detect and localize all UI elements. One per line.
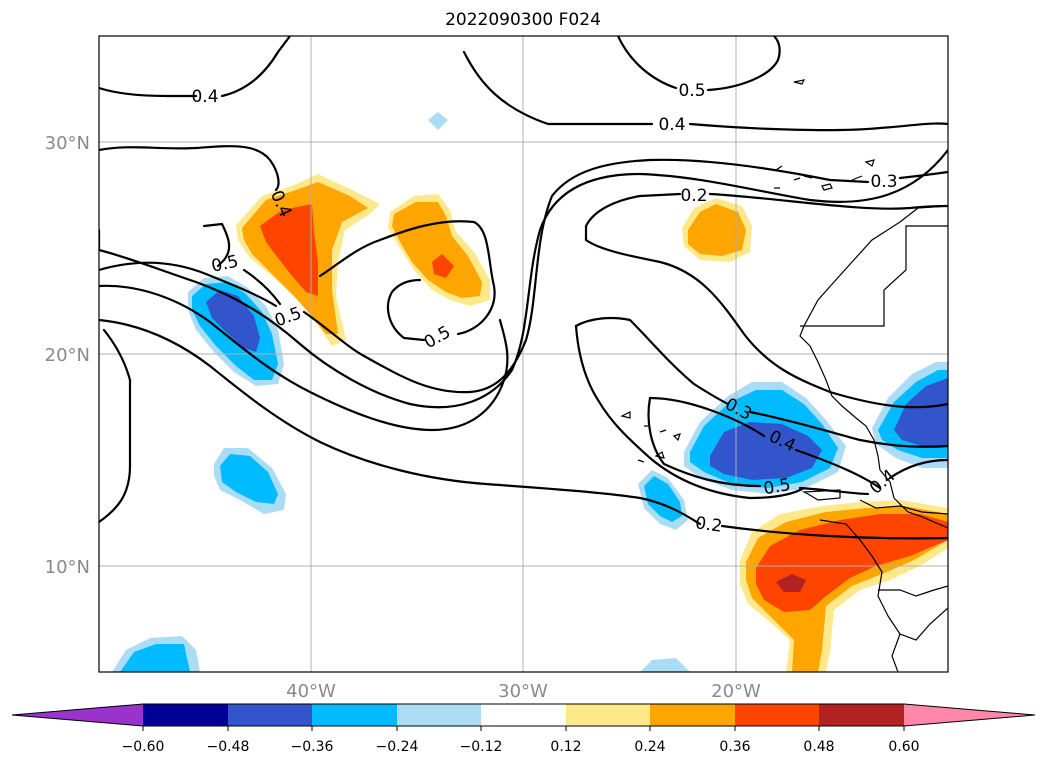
contour-line xyxy=(99,148,948,409)
contour-label: 0.4 xyxy=(191,87,218,107)
colorbar: −0.60 −0.48 −0.36 −0.24 −0.12 0.12 0.24 … xyxy=(11,703,1036,755)
contour-line xyxy=(648,396,766,438)
contour-label: 0.3 xyxy=(870,172,897,192)
colorbar-segment xyxy=(143,704,228,726)
madeira-islands xyxy=(793,79,806,85)
colorbar-segment xyxy=(312,704,397,726)
colorbar-tick-label: −0.12 xyxy=(460,739,503,755)
contour-line xyxy=(574,324,806,500)
longitude-labels: 40°W 30°W 20°W xyxy=(286,681,761,702)
contour-line xyxy=(720,524,948,540)
contour-line xyxy=(584,192,682,242)
positive-anomaly-area xyxy=(432,254,454,278)
contour-label: 0.5 xyxy=(678,81,705,101)
colorbar-tick-label: 0.48 xyxy=(803,739,834,755)
africa-coastline xyxy=(799,205,948,529)
colorbar-tick-label: −0.24 xyxy=(376,739,419,755)
contour-line xyxy=(99,261,278,308)
contour-label: 0.4 xyxy=(658,115,685,135)
contour-label: 0.2 xyxy=(680,186,707,206)
contour-line xyxy=(584,238,948,409)
negative-anomaly-area xyxy=(206,290,260,352)
negative-anomaly-area xyxy=(894,378,948,446)
negative-anomaly-area xyxy=(120,644,190,672)
contour-line xyxy=(798,486,870,496)
contour-line xyxy=(647,396,762,488)
contour-line xyxy=(616,36,678,90)
cape-verde-islands xyxy=(620,411,681,463)
contour-line xyxy=(99,145,280,192)
map-panel: 0.4 0.5 0.4 0.2 0.3 0.4 0.5 0.5 0.5 0.3 … xyxy=(98,35,949,673)
contour-line xyxy=(99,86,198,98)
colorbar-ticks xyxy=(142,726,905,731)
positive-anomaly-area xyxy=(260,204,318,296)
negative-anomaly-area xyxy=(640,658,690,672)
contour-line xyxy=(688,122,948,132)
contour-line xyxy=(386,278,426,342)
contour-line xyxy=(794,448,882,490)
contour-line xyxy=(220,36,292,98)
contours xyxy=(99,36,948,540)
contour-line xyxy=(318,220,496,336)
positive-anomaly-area xyxy=(776,574,806,592)
colorbar-segment xyxy=(397,704,481,726)
contour-line xyxy=(202,222,231,268)
latitude-labels: 30°N 20°N 10°N xyxy=(45,133,90,578)
negative-anomaly-area xyxy=(710,422,822,480)
negative-anomaly-area xyxy=(644,476,682,522)
west-africa-border xyxy=(859,499,948,672)
shading-layer xyxy=(112,112,948,672)
negative-anomaly-area xyxy=(428,112,448,130)
colorbar-segment xyxy=(735,704,819,726)
contour-line xyxy=(99,284,509,432)
lon-label-30w: 30°W xyxy=(498,681,548,702)
contour-line xyxy=(706,36,781,92)
colorbar-tick-label: −0.36 xyxy=(291,739,334,755)
contour-label: 0.5 xyxy=(762,475,792,499)
colorbar-tick-label: −0.60 xyxy=(122,739,165,755)
colorbar-segment xyxy=(228,704,312,726)
colorbar-tick-label: 0.60 xyxy=(888,739,919,755)
contour-line xyxy=(574,316,730,406)
contour-line xyxy=(302,158,870,394)
colorbar-tick-label: 0.24 xyxy=(634,739,665,755)
canary-islands xyxy=(774,159,875,191)
contour-line xyxy=(242,268,282,306)
colorbar-tick-label: −0.48 xyxy=(207,739,250,755)
colorbar-tick-label: 0.36 xyxy=(719,739,750,755)
lon-label-40w: 40°W xyxy=(286,681,336,702)
contour-label: 0.2 xyxy=(694,513,724,537)
contour-line xyxy=(99,318,702,526)
map-title: 2022090300 F024 xyxy=(445,10,601,30)
lat-label-10n: 10°N xyxy=(45,557,90,578)
guinea-border xyxy=(819,519,948,641)
lon-label-20w: 20°W xyxy=(711,681,761,702)
lat-label-20n: 20°N xyxy=(45,345,90,366)
contour-line xyxy=(748,410,948,448)
positive-anomaly-area xyxy=(688,204,746,256)
colorbar-segment xyxy=(481,704,566,726)
colorbar-tick-label: 0.12 xyxy=(550,739,581,755)
colorbar-extend-low xyxy=(12,704,143,726)
contour-line xyxy=(708,192,948,210)
contour-line xyxy=(462,50,654,126)
contour-line xyxy=(99,328,132,524)
coastlines xyxy=(620,79,948,672)
contour-line xyxy=(888,458,948,480)
positive-anomaly-area xyxy=(392,202,482,298)
colorbar-extend-high xyxy=(904,704,1035,726)
map-border xyxy=(98,35,949,673)
colorbar-segment xyxy=(650,704,735,726)
negative-anomaly-area xyxy=(220,454,278,504)
mauritania-border xyxy=(800,225,948,327)
colorbar-segment xyxy=(566,704,650,726)
lat-label-30n: 30°N xyxy=(45,133,90,154)
colorbar-segment xyxy=(819,704,904,726)
